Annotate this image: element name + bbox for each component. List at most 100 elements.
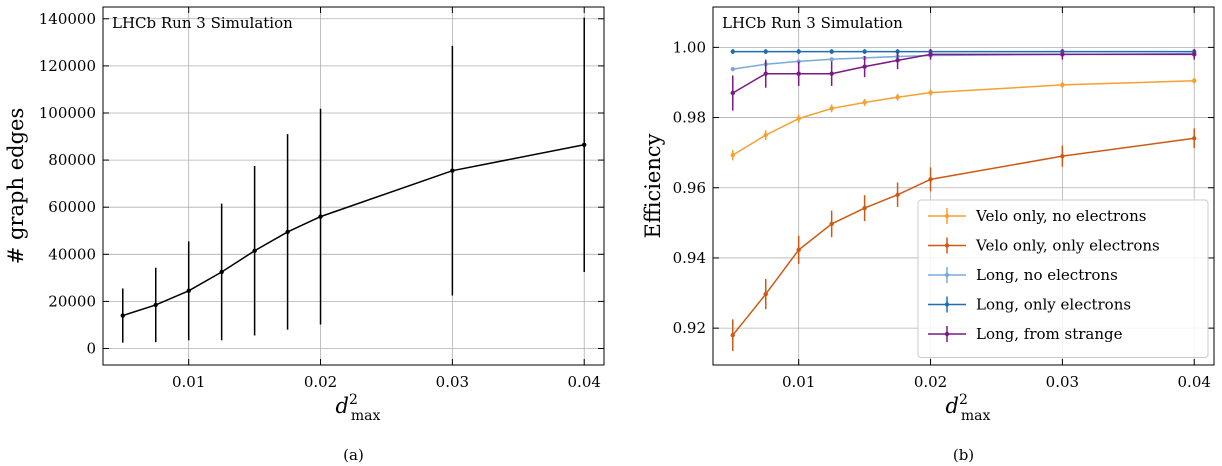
x-axis-label-sup: 2 — [349, 392, 358, 408]
y-tick-label: 0 — [86, 340, 96, 358]
series — [730, 77, 1197, 161]
data-point — [763, 291, 768, 297]
series — [730, 49, 1197, 111]
data-point — [796, 116, 801, 121]
x-axis-label-sup: 2 — [959, 392, 968, 408]
y-tick-label: 100000 — [39, 104, 96, 122]
data-point — [252, 248, 257, 253]
series-line — [732, 52, 1195, 70]
x-axis-label-sub: max — [961, 408, 991, 424]
annotation: LHCb Run 3 Simulation — [112, 14, 293, 32]
data-point — [318, 214, 323, 219]
data-point — [895, 95, 900, 100]
x-axis-label: d2 max — [946, 392, 991, 424]
data-point — [829, 71, 834, 76]
data-point — [120, 313, 125, 318]
data-point — [1192, 78, 1197, 83]
y-tick-label: 0.96 — [673, 179, 706, 197]
y-tick-label: 0.94 — [673, 249, 706, 267]
panel-b: 0.01 0.02 0.03 0.04 0.92 0.94 0.96 0.98 1.00 LHC… — [641, 6, 1215, 464]
panel-a: 0.01 0.02 0.03 0.04 0 20000 40000 60000 80000 100… — [4, 6, 605, 464]
legend-item: Velo only, no electrons — [928, 207, 1146, 225]
y-tick-label: 0.98 — [673, 109, 706, 127]
plot-frame — [712, 6, 1215, 366]
data-point — [796, 71, 801, 76]
x-axis-label: d2 max — [336, 392, 381, 424]
legend-item: Long, from strange — [928, 325, 1123, 343]
legend-item: Long, no electrons — [928, 266, 1118, 284]
legend-item: Long, only electrons — [928, 296, 1131, 314]
data-point — [730, 152, 735, 158]
data-point — [730, 90, 735, 96]
data-point — [928, 90, 933, 95]
y-axis-label: Efficiency — [641, 133, 665, 238]
legend-marker — [944, 243, 950, 248]
data-point — [763, 49, 768, 54]
data-point — [796, 247, 801, 253]
data-point — [928, 177, 933, 182]
data-point — [895, 192, 900, 197]
legend-label: Velo only, only electrons — [975, 237, 1160, 255]
x-tick-label: 0.04 — [1178, 373, 1211, 391]
data-point — [895, 58, 900, 63]
data-point — [582, 142, 587, 147]
legend-marker — [944, 331, 950, 337]
data-point — [829, 221, 834, 227]
data-point — [928, 52, 933, 57]
data-point — [1060, 52, 1065, 57]
series — [730, 128, 1197, 351]
data-point — [186, 288, 191, 294]
data-point — [763, 71, 768, 76]
data-point — [763, 132, 768, 138]
data-point — [450, 168, 455, 173]
x-tick-label: 0.04 — [568, 373, 601, 391]
grid — [103, 7, 604, 365]
x-axis-label-sub: max — [351, 408, 381, 424]
data-point — [153, 302, 158, 308]
annotation: LHCb Run 3 Simulation — [722, 14, 903, 32]
data-point — [796, 49, 801, 54]
series-line — [122, 144, 585, 317]
panel-label: (b) — [953, 446, 974, 464]
data-point — [829, 106, 834, 111]
data-point — [862, 49, 867, 54]
ticks: 0.01 0.02 0.03 0.04 0.92 0.94 0.96 0.98 1.00 — [673, 7, 1214, 391]
x-axis-label-base: d — [946, 394, 959, 418]
plot-frame — [102, 6, 605, 366]
legend-marker — [944, 213, 950, 219]
x-tick-label: 0.03 — [436, 373, 469, 391]
legend: Velo only, no electrons Velo only, only e… — [917, 199, 1209, 358]
data-point — [1192, 52, 1197, 57]
y-tick-label: 0.92 — [673, 319, 706, 337]
data-point — [730, 49, 735, 54]
legend-box — [917, 199, 1209, 358]
y-tick-label: 140000 — [39, 10, 96, 28]
series-group — [730, 49, 1197, 351]
legend-label: Long, from strange — [976, 325, 1123, 343]
data-point — [219, 269, 224, 275]
y-tick-label: 80000 — [48, 151, 96, 169]
legend-label: Long, only electrons — [976, 296, 1131, 314]
ticks: 0.01 0.02 0.03 0.04 0 20000 40000 60000 80000 100… — [39, 7, 604, 391]
x-tick-label: 0.03 — [1046, 373, 1079, 391]
x-axis-label-base: d — [336, 394, 349, 418]
data-point — [862, 100, 867, 105]
data-point — [862, 64, 867, 69]
y-tick-label: 20000 — [48, 292, 96, 310]
x-tick-label: 0.01 — [172, 373, 205, 391]
y-tick-label: 60000 — [48, 198, 96, 216]
legend-label: Velo only, no electrons — [975, 207, 1146, 225]
data-point — [1192, 136, 1197, 141]
legend-marker — [944, 272, 950, 278]
legend-item: Velo only, only electrons — [928, 237, 1160, 255]
data-point — [285, 229, 290, 235]
data-point — [829, 57, 834, 62]
data-point — [1060, 82, 1065, 88]
data-point — [730, 66, 735, 72]
data-point — [730, 332, 735, 338]
legend-marker — [944, 302, 950, 307]
data-point — [829, 49, 834, 54]
panel-label: (a) — [343, 446, 364, 464]
legend-label: Long, no electrons — [976, 266, 1118, 284]
